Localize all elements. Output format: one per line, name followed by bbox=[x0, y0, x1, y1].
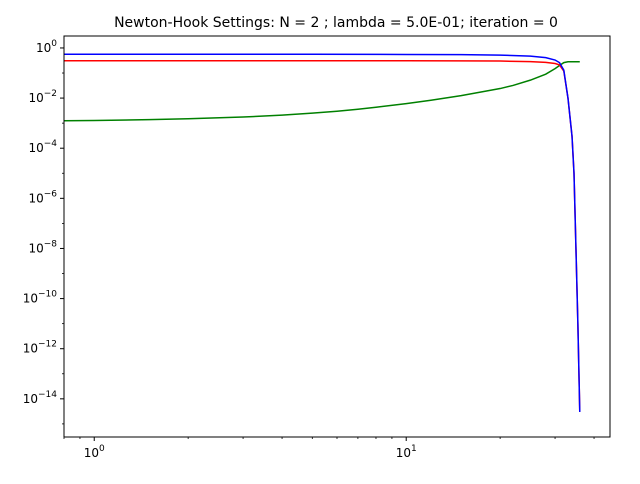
plot-lines bbox=[63, 53, 581, 412]
y-tick-label: 10−2 bbox=[28, 89, 57, 105]
y-axis-ticks: 100 10−2 10−4 10−6 10−8 10−10 10−12 10−14 bbox=[23, 39, 64, 425]
x-tick-label: 100 bbox=[84, 444, 105, 460]
y-tick-label: 100 bbox=[36, 39, 57, 55]
y-tick-label: 10−12 bbox=[23, 340, 57, 356]
y-tick-label: 10−14 bbox=[23, 390, 58, 406]
y-tick-label: 10−6 bbox=[28, 189, 57, 205]
y-tick-label: 10−10 bbox=[23, 290, 58, 306]
series-line-2 bbox=[64, 59, 581, 412]
plot-frame bbox=[63, 35, 611, 438]
series-line-1 bbox=[63, 61, 580, 122]
y-tick-label: 10−4 bbox=[28, 139, 57, 155]
series-line-3 bbox=[64, 53, 581, 412]
chart-title: Newton-Hook Settings: N = 2 ; lambda = 5… bbox=[114, 15, 558, 31]
y-tick-label: 10−8 bbox=[28, 239, 57, 255]
x-axis-ticks: 100 101 bbox=[63, 437, 595, 460]
x-tick-label: 101 bbox=[396, 444, 417, 460]
